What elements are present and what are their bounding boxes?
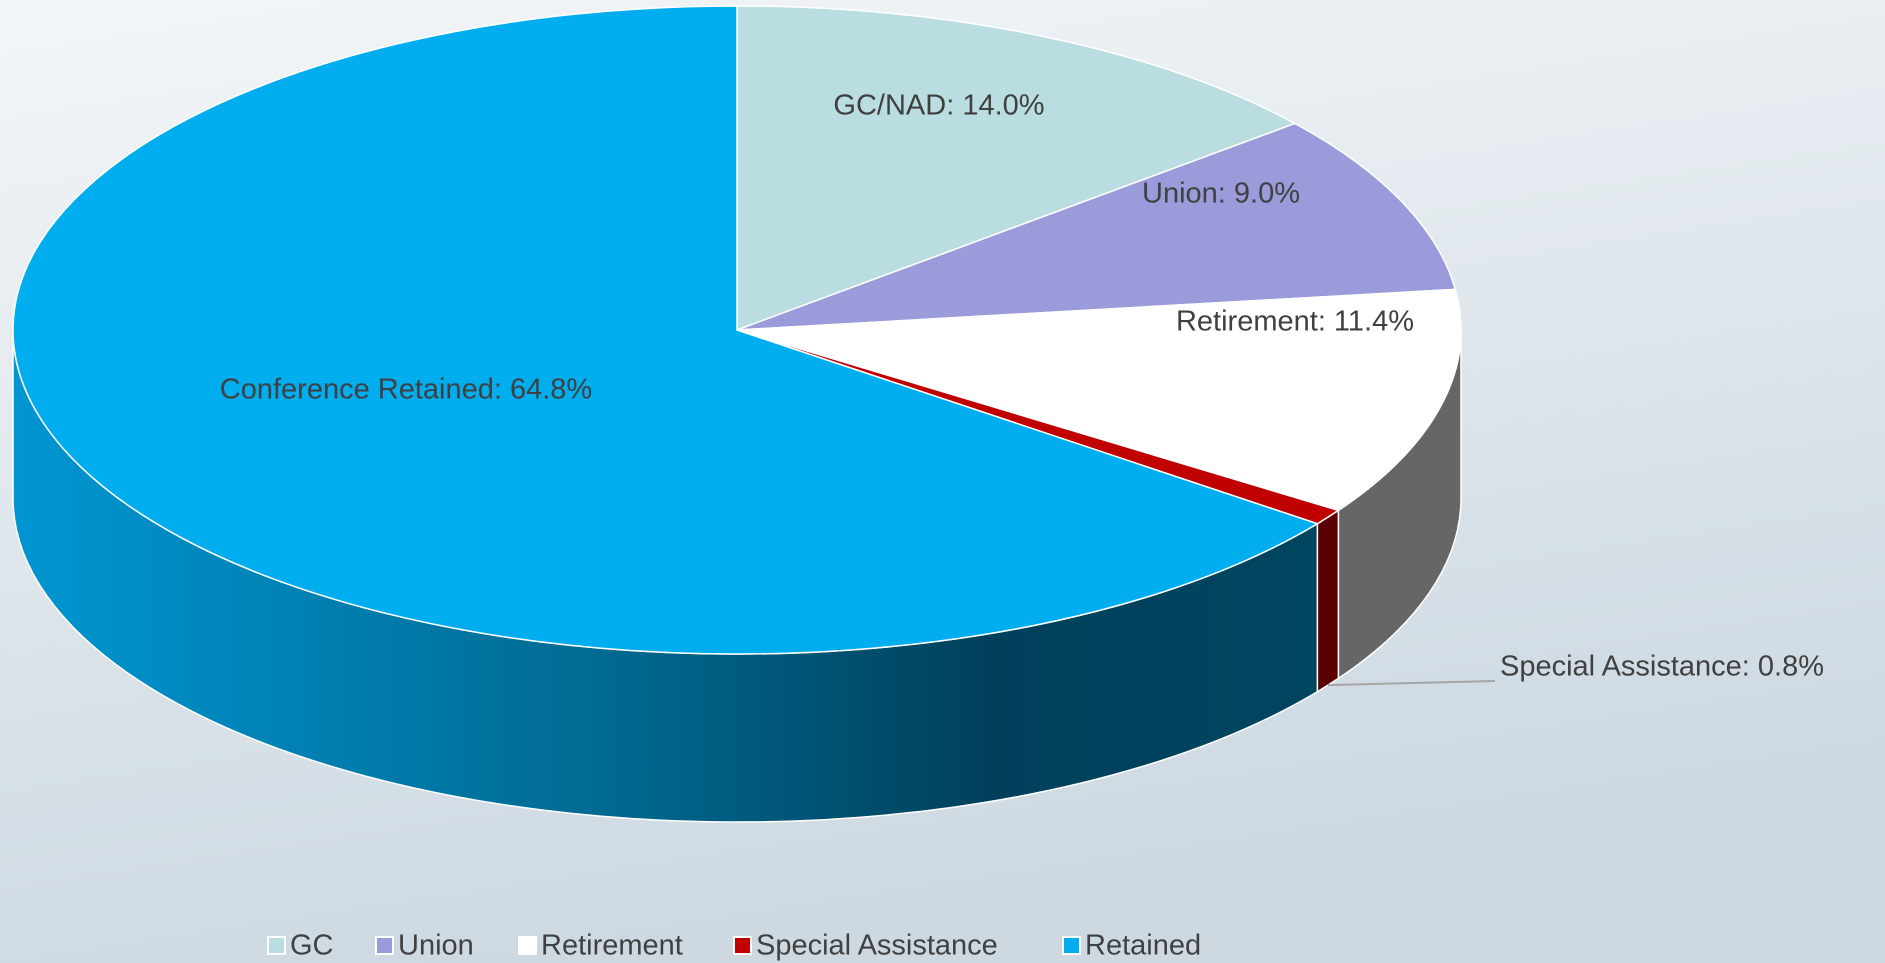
legend-swatch — [518, 936, 537, 955]
data-label: GC/NAD: 14.0% — [833, 90, 1044, 122]
slice — [12, 5, 1320, 655]
legend-swatch — [733, 936, 752, 955]
data-label: Conference Retained: 64.8% — [220, 374, 592, 406]
slice — [736, 288, 1462, 512]
slice — [736, 5, 1297, 332]
legend-label: Retained — [1085, 930, 1201, 962]
data-label: Retirement: 11.4% — [1176, 306, 1414, 338]
legend-label: Special Assistance — [756, 930, 998, 962]
data-label: Union: 9.0% — [1142, 178, 1300, 210]
legend-label: GC — [290, 930, 334, 962]
slice — [736, 122, 1457, 331]
legend-swatch — [267, 936, 286, 955]
data-label: Special Assistance: 0.8% — [1500, 651, 1824, 683]
legend-swatch — [1062, 936, 1081, 955]
slice-side — [1316, 509, 1340, 694]
legend-label: Union — [398, 930, 474, 962]
legend-label: Retirement — [541, 930, 683, 962]
legend-swatch — [375, 936, 394, 955]
leader-line — [1328, 680, 1496, 687]
